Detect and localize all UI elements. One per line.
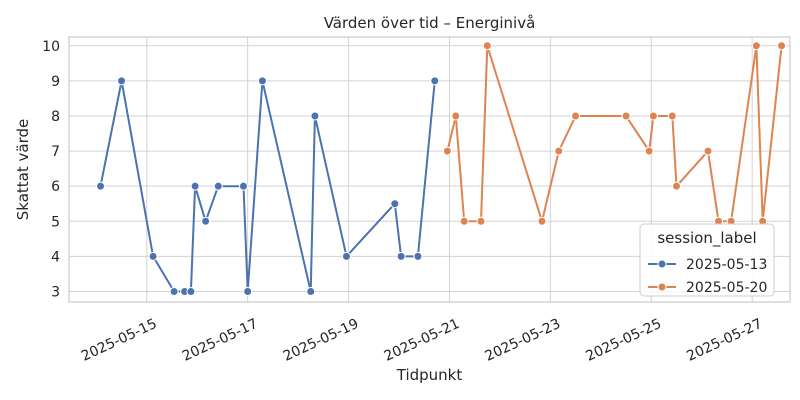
data-point (537, 216, 547, 226)
legend-entry-label: 2025-05-20 (686, 280, 767, 296)
data-point (703, 146, 713, 156)
data-point (190, 181, 200, 191)
data-point (571, 111, 581, 121)
data-point (644, 146, 654, 156)
legend-box (639, 223, 775, 297)
data-point (413, 251, 423, 261)
data-point (482, 41, 492, 51)
y-tick-label: 10 (42, 39, 60, 55)
data-point (117, 76, 127, 86)
data-point (667, 111, 677, 121)
data-point (430, 76, 440, 86)
data-point (341, 251, 351, 261)
data-point (648, 111, 658, 121)
y-tick-label: 4 (51, 249, 60, 265)
data-point (169, 286, 179, 296)
data-point (213, 181, 223, 191)
data-point (777, 41, 787, 51)
data-point (201, 216, 211, 226)
data-point (310, 111, 320, 121)
legend: session_label 2025-05-13 2025-05-20 (639, 223, 775, 297)
data-point (451, 111, 461, 121)
y-tick-label: 8 (51, 109, 60, 125)
data-point (442, 146, 452, 156)
data-point (671, 181, 681, 191)
data-point (306, 286, 316, 296)
y-tick-label: 9 (51, 74, 60, 90)
data-point (459, 216, 469, 226)
data-point (396, 251, 406, 261)
data-point (257, 76, 267, 86)
x-axis-label: Tidpunkt (396, 366, 463, 384)
legend-title: session_label (657, 229, 756, 248)
data-point (621, 111, 631, 121)
legend-marker (657, 259, 667, 269)
data-point (243, 286, 253, 296)
data-point (186, 286, 196, 296)
series-group (96, 41, 787, 296)
legend-entry-label: 2025-05-13 (686, 257, 767, 273)
y-tick-label: 7 (51, 144, 60, 160)
y-axis-label: Skattat värde (14, 119, 32, 220)
chart-title: Värden över tid – Energinivå (324, 14, 536, 32)
plot-frame (68, 36, 791, 303)
y-tick-label: 5 (51, 214, 60, 230)
data-point (476, 216, 486, 226)
legend-marker (657, 282, 667, 292)
y-tick-label: 3 (51, 284, 60, 300)
data-point (238, 181, 248, 191)
data-point (390, 199, 400, 209)
data-point (148, 251, 158, 261)
data-point (554, 146, 564, 156)
data-point (751, 41, 761, 51)
y-tick-label: 6 (51, 179, 60, 195)
data-point (96, 181, 106, 191)
